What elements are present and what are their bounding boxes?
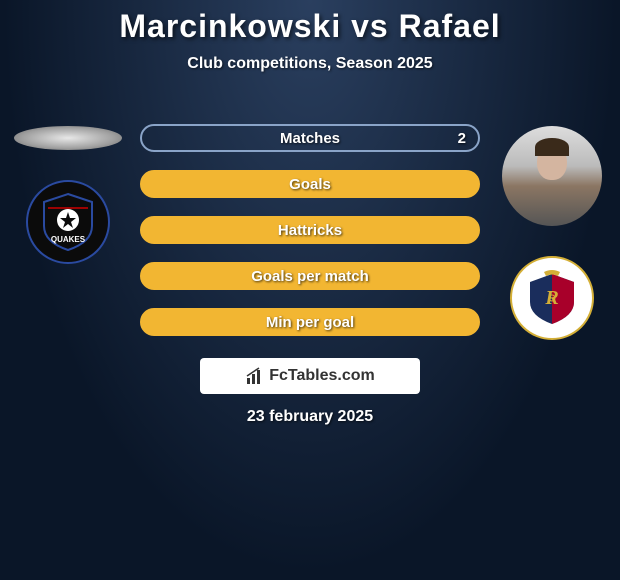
team-badge-left: QUAKES (26, 180, 110, 264)
svg-text:QUAKES: QUAKES (51, 235, 86, 244)
team-badge-right: R (510, 256, 594, 340)
chart-icon (245, 366, 265, 386)
stat-label: Hattricks (142, 222, 478, 239)
stat-label: Goals (142, 176, 478, 193)
branding-text: FcTables.com (269, 367, 375, 385)
stat-bar: Matches2 (140, 124, 480, 152)
left-player-column: QUAKES (8, 126, 128, 264)
quakes-logo-icon: QUAKES (36, 190, 100, 254)
stat-bar: Hattricks (140, 216, 480, 244)
page-title: Marcinkowski vs Rafael (0, 8, 620, 45)
date-text: 23 february 2025 (0, 408, 620, 426)
stat-label: Goals per match (142, 268, 478, 285)
page-subtitle: Club competitions, Season 2025 (0, 55, 620, 73)
stat-label: Matches (142, 130, 478, 147)
svg-text:R: R (544, 287, 558, 309)
player-photo-right (502, 126, 602, 226)
stat-label: Min per goal (142, 314, 478, 331)
branding-badge: FcTables.com (200, 358, 420, 394)
player-photo-placeholder (14, 126, 122, 150)
rsl-logo-icon: R (522, 268, 582, 328)
stat-bar: Goals per match (140, 262, 480, 290)
right-player-column: R (492, 126, 612, 340)
stat-right-value: 2 (458, 130, 466, 147)
stat-bar: Goals (140, 170, 480, 198)
stats-container: Matches2 Goals Hattricks Goals per match Min… (140, 124, 480, 336)
stat-bar: Min per goal (140, 308, 480, 336)
